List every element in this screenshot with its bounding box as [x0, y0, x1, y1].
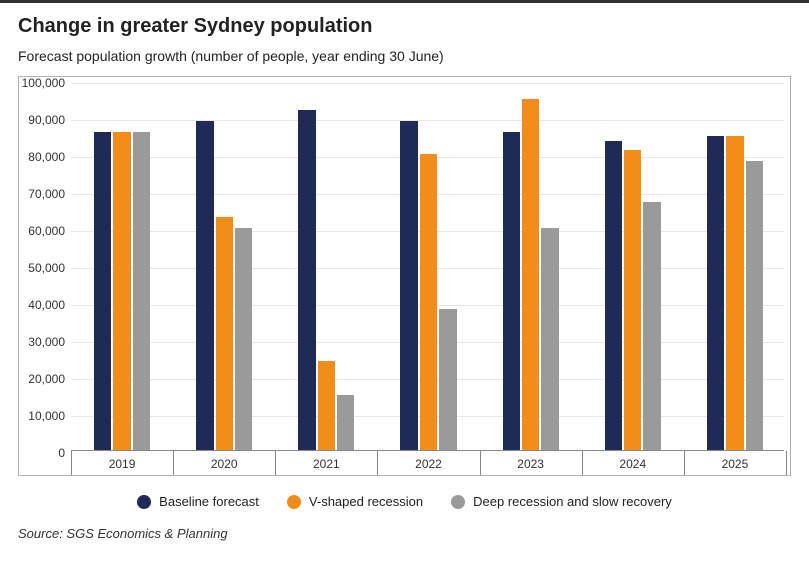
gridline — [71, 83, 784, 84]
source-text: Source: SGS Economics & Planning — [18, 526, 791, 541]
chart-container: Change in greater Sydney population Fore… — [0, 0, 809, 562]
y-tick-label: 0 — [58, 446, 71, 460]
legend-item: Deep recession and slow recovery — [451, 494, 672, 509]
chart-subtitle: Forecast population growth (number of pe… — [18, 48, 791, 64]
bar — [400, 121, 417, 450]
x-axis: 2019 2020 2021 2022 2023 2024 2025 — [71, 451, 784, 475]
y-tick-label: 90,000 — [28, 113, 71, 127]
bar — [318, 361, 335, 450]
bar — [643, 202, 660, 450]
legend: Baseline forecast V-shaped recession Deep … — [18, 494, 791, 512]
x-tick-label: 2025 — [722, 457, 749, 471]
x-tick — [71, 451, 72, 475]
legend-item: Baseline forecast — [137, 494, 259, 509]
chart-title: Change in greater Sydney population — [18, 15, 791, 38]
bar — [196, 121, 213, 450]
x-tick — [173, 451, 174, 475]
x-tick — [377, 451, 378, 475]
bar — [746, 161, 763, 450]
bar — [726, 136, 743, 451]
y-tick-label: 80,000 — [28, 150, 71, 164]
bar — [503, 132, 520, 450]
bar — [337, 395, 354, 451]
legend-label: V-shaped recession — [309, 494, 423, 509]
bar — [94, 132, 111, 450]
bar — [624, 150, 641, 450]
bar — [113, 132, 130, 450]
y-tick-label: 50,000 — [28, 261, 71, 275]
bar — [707, 136, 724, 451]
y-tick-label: 60,000 — [28, 224, 71, 238]
bar — [439, 309, 456, 450]
bar — [605, 141, 622, 450]
y-tick-label: 100,000 — [22, 76, 71, 90]
x-tick-label: 2023 — [517, 457, 544, 471]
x-tick — [582, 451, 583, 475]
x-tick — [275, 451, 276, 475]
y-tick-label: 70,000 — [28, 187, 71, 201]
bar — [216, 217, 233, 450]
bar — [235, 228, 252, 450]
legend-swatch — [137, 495, 151, 509]
x-tick — [480, 451, 481, 475]
legend-swatch — [451, 495, 465, 509]
x-tick — [786, 451, 787, 475]
bar — [541, 228, 558, 450]
bar — [298, 110, 315, 450]
y-tick-label: 40,000 — [28, 298, 71, 312]
plot-area: 010,00020,00030,00040,00050,00060,00070,… — [71, 83, 784, 451]
x-tick-label: 2019 — [109, 457, 136, 471]
bar — [420, 154, 437, 450]
x-tick — [684, 451, 685, 475]
legend-label: Deep recession and slow recovery — [473, 494, 672, 509]
x-tick-label: 2024 — [619, 457, 646, 471]
y-tick-label: 20,000 — [28, 372, 71, 386]
bar — [133, 132, 150, 450]
bar — [522, 99, 539, 451]
x-tick-label: 2021 — [313, 457, 340, 471]
y-tick-label: 10,000 — [28, 409, 71, 423]
x-tick-label: 2022 — [415, 457, 442, 471]
gridline — [71, 120, 784, 121]
legend-label: Baseline forecast — [159, 494, 259, 509]
legend-item: V-shaped recession — [287, 494, 423, 509]
y-tick-label: 30,000 — [28, 335, 71, 349]
chart-box: 0 10,000 20,000 30,000 40,000 50,000 60,000 70,… — [18, 76, 791, 476]
x-tick-label: 2020 — [211, 457, 238, 471]
legend-swatch — [287, 495, 301, 509]
